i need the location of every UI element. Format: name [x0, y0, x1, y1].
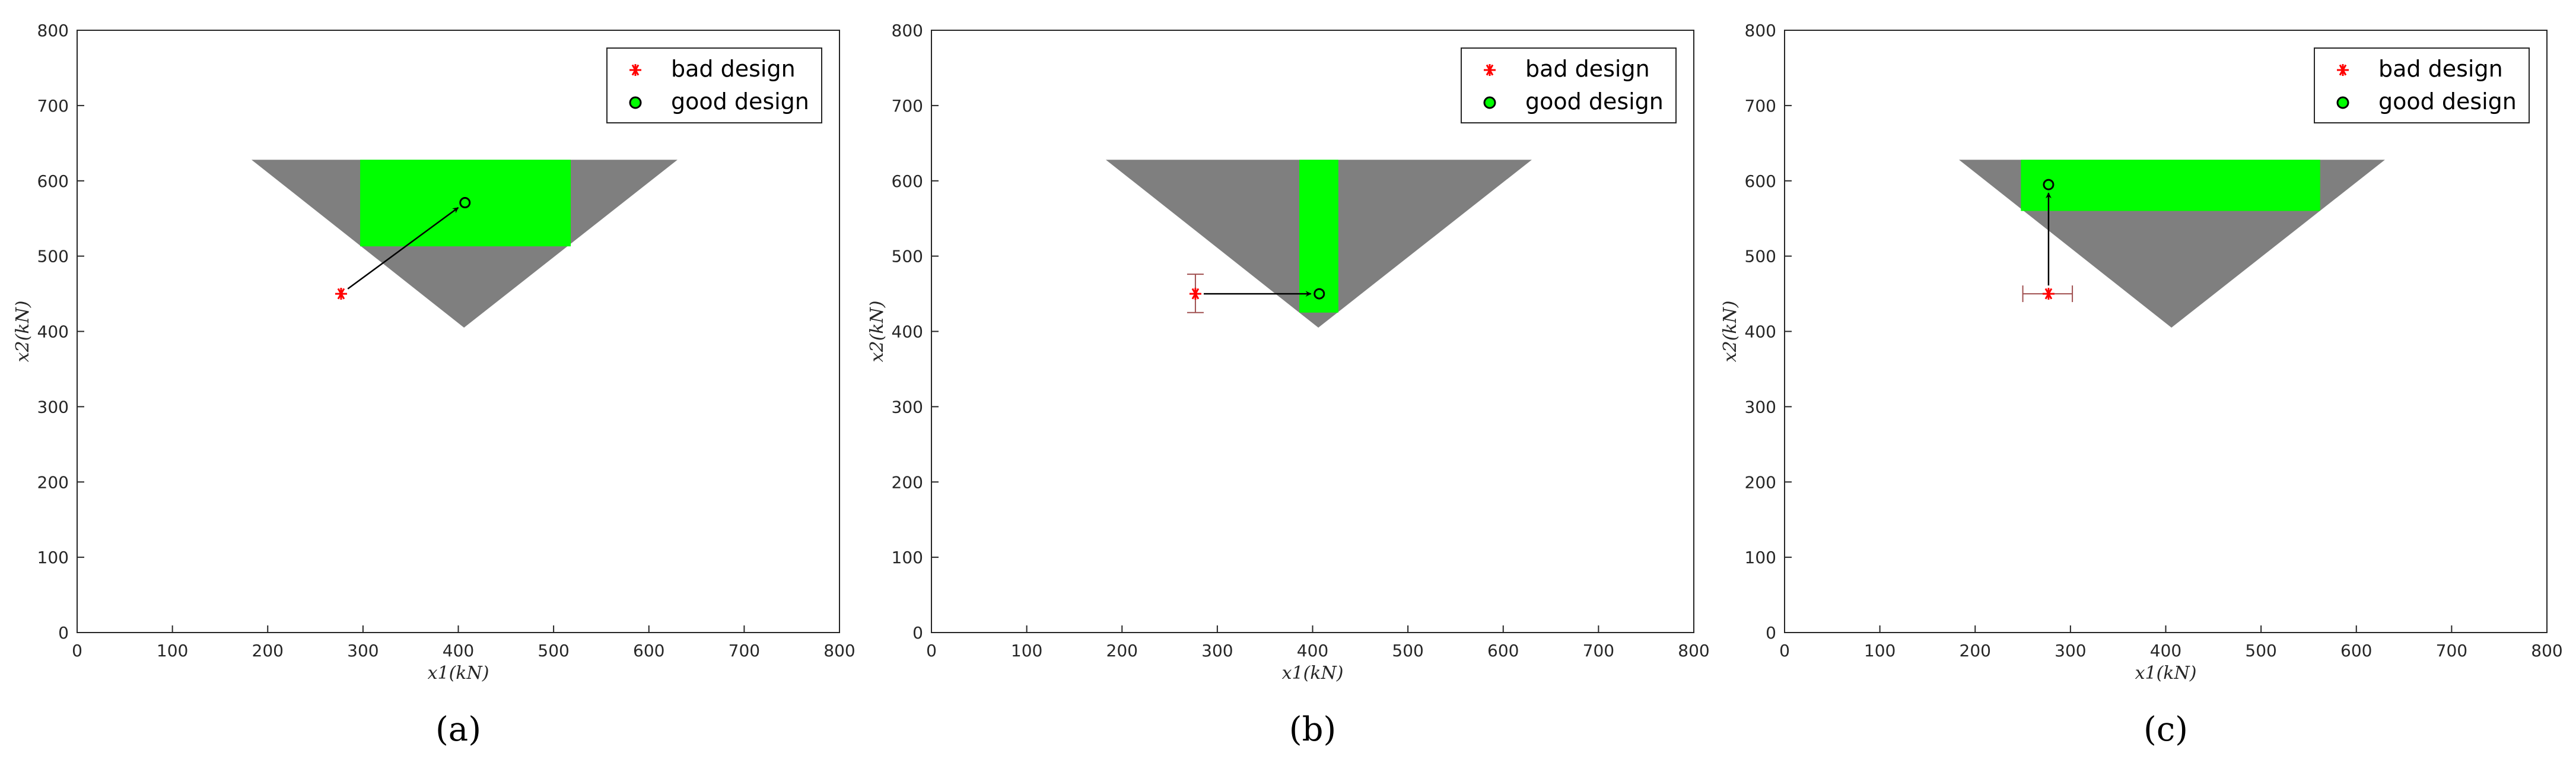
x-tick-label: 200 — [252, 641, 284, 660]
legend-bad-label: bad design — [2378, 56, 2503, 82]
legend-good-label: good design — [2378, 88, 2517, 115]
x-tick-label: 800 — [823, 641, 855, 660]
legend-good-marker — [1483, 96, 1496, 109]
x-tick-label: 500 — [538, 641, 569, 660]
y-tick-label: 500 — [37, 247, 69, 266]
x-tick-label: 0 — [72, 641, 82, 660]
good-design-point — [459, 197, 471, 209]
y-tick-label: 100 — [37, 548, 69, 567]
legend-box — [1461, 47, 1677, 123]
plot-area — [931, 30, 1694, 633]
x-axis-label: x1(kN) — [1282, 663, 1344, 684]
legend: bad design good design — [1461, 47, 1677, 123]
y-axis-label: x2(kN) — [867, 301, 888, 363]
legend: bad design good design — [2314, 47, 2530, 123]
y-tick-label: 100 — [1745, 548, 1776, 567]
good-design-point — [1314, 288, 1325, 300]
bad-design-point — [2042, 288, 2055, 300]
x-tick-label: 200 — [1106, 641, 1138, 660]
y-tick-label: 700 — [892, 96, 923, 116]
panel-b: 0 100 200 300 400 500 600 700 800 0 100 200 300 400 50… — [867, 21, 1710, 749]
x-tick-label: 500 — [2245, 641, 2276, 660]
panel-caption: (b) — [1289, 710, 1337, 749]
x-tick-label: 600 — [633, 641, 664, 660]
x-tick-label: 100 — [1011, 641, 1042, 660]
x-tick-label: 400 — [1297, 641, 1328, 660]
y-tick-label: 400 — [1745, 322, 1776, 342]
y-tick-label: 700 — [1745, 96, 1776, 116]
y-tick-label: 500 — [1745, 247, 1776, 266]
legend-good-label: good design — [671, 88, 809, 115]
x-tick-label: 300 — [2055, 641, 2086, 660]
legend-good-marker — [2336, 96, 2349, 109]
y-axis-label: x2(kN) — [12, 301, 33, 363]
y-tick-label: 0 — [1766, 623, 1776, 643]
y-tick-label: 300 — [1745, 397, 1776, 417]
panel-a: 0 100 200 300 400 500 600 700 800 0 100 200 300 400 50… — [12, 21, 856, 749]
good-design-region — [2021, 160, 2320, 211]
good-design-region — [1299, 160, 1338, 313]
x-tick-label: 0 — [1779, 641, 1790, 660]
plot-area — [1785, 30, 2547, 633]
y-tick-label: 200 — [892, 472, 923, 492]
y-tick-label: 0 — [58, 623, 69, 643]
x-tick-label: 800 — [2531, 641, 2562, 660]
x-tick-label: 700 — [1583, 641, 1614, 660]
plot-area — [77, 30, 839, 633]
x-tick-label: 300 — [347, 641, 379, 660]
x-tick-label: 800 — [1678, 641, 1709, 660]
x-tick-label: 400 — [2150, 641, 2181, 660]
x-axis-label: x1(kN) — [2135, 663, 2197, 684]
y-tick-label: 0 — [912, 623, 923, 643]
panel-caption: (c) — [2144, 710, 2188, 749]
y-tick-label: 200 — [37, 472, 69, 492]
good-design-point — [2043, 179, 2055, 190]
y-tick-label: 400 — [37, 322, 69, 342]
panel-caption: (a) — [435, 710, 481, 749]
y-tick-label: 600 — [1745, 171, 1776, 191]
legend-bad-marker — [2337, 64, 2349, 76]
legend-box — [606, 47, 822, 123]
x-tick-label: 700 — [2436, 641, 2467, 660]
y-tick-label: 800 — [37, 21, 69, 40]
legend-bad-marker — [1484, 64, 1496, 76]
legend-bad-marker — [629, 64, 641, 76]
good-design-region — [360, 160, 571, 247]
y-tick-label: 300 — [37, 397, 69, 417]
y-tick-label: 700 — [37, 96, 69, 116]
y-tick-label: 500 — [892, 247, 923, 266]
x-tick-label: 500 — [1392, 641, 1423, 660]
legend-good-marker — [629, 96, 642, 109]
bad-design-point — [1189, 288, 1201, 300]
x-tick-label: 100 — [1864, 641, 1896, 660]
y-tick-label: 200 — [1745, 472, 1776, 492]
y-tick-label: 800 — [1745, 21, 1776, 40]
x-tick-label: 300 — [1201, 641, 1233, 660]
x-tick-label: 600 — [2340, 641, 2372, 660]
x-tick-label: 100 — [157, 641, 188, 660]
y-tick-label: 800 — [892, 21, 923, 40]
legend: bad design good design — [606, 47, 822, 123]
y-tick-label: 600 — [892, 171, 923, 191]
panel-c: 0 100 200 300 400 500 600 700 800 0 100 200 300 400 50… — [1720, 21, 2563, 749]
y-tick-label: 300 — [892, 397, 923, 417]
x-tick-label: 200 — [1960, 641, 1991, 660]
legend-good-label: good design — [1525, 88, 1664, 115]
x-tick-label: 400 — [443, 641, 474, 660]
bad-design-point — [335, 288, 347, 300]
x-tick-label: 700 — [729, 641, 760, 660]
x-tick-label: 600 — [1487, 641, 1519, 660]
legend-box — [2314, 47, 2530, 123]
y-axis-label: x2(kN) — [1720, 301, 1741, 363]
x-tick-label: 0 — [926, 641, 937, 660]
improvement-arrow — [347, 206, 459, 290]
x-axis-label: x1(kN) — [428, 663, 489, 684]
y-tick-label: 100 — [892, 548, 923, 567]
legend-bad-label: bad design — [1525, 56, 1650, 82]
y-tick-label: 600 — [37, 171, 69, 191]
legend-bad-label: bad design — [671, 56, 796, 82]
y-tick-label: 400 — [892, 322, 923, 342]
